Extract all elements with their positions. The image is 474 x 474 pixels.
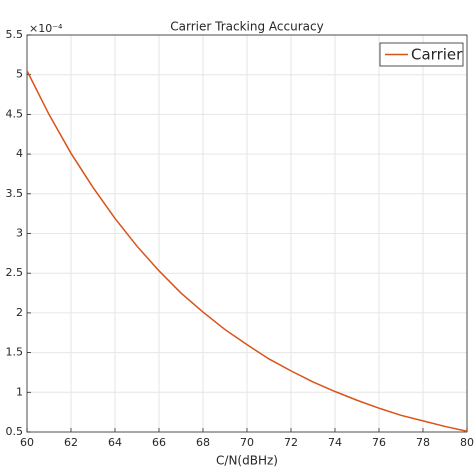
plot-frame (26, 34, 468, 433)
y-tick-label: 5.5 (6, 28, 24, 41)
x-tick-label: 80 (460, 436, 474, 449)
y-tick-label: 1.5 (6, 346, 24, 359)
y-tick-label: 2.5 (6, 266, 24, 279)
y-tick-label: 5 (16, 68, 23, 81)
chart-title: Carrier Tracking Accuracy (170, 20, 323, 34)
x-tick-label: 62 (64, 436, 78, 449)
x-tick-label: 64 (108, 436, 122, 449)
x-axis-label: C/N(dBHz) (216, 454, 278, 468)
y-exponent: ×10⁻⁴ (29, 22, 63, 35)
y-tick-label: 2 (16, 306, 23, 319)
y-tick-label: 3 (16, 227, 23, 240)
y-tick-label: 3.5 (6, 187, 24, 200)
y-tick-label: 0.5 (6, 425, 24, 438)
x-tick-label: 76 (372, 436, 386, 449)
legend-label: Carrier (411, 46, 463, 64)
legend-box (379, 42, 464, 67)
x-tick-label: 74 (328, 436, 342, 449)
line (26, 70, 468, 432)
x-tick-label: 70 (240, 436, 254, 449)
x-tick-label: 60 (20, 436, 34, 449)
x-tick-label: 72 (284, 436, 298, 449)
y-tick-label: 1 (16, 385, 23, 398)
y-tick-label: 4 (16, 147, 23, 160)
x-tick-label: 78 (416, 436, 430, 449)
x-tick-label: 68 (196, 436, 210, 449)
y-tick-label: 4.5 (6, 107, 24, 120)
x-tick-label: 66 (152, 436, 166, 449)
